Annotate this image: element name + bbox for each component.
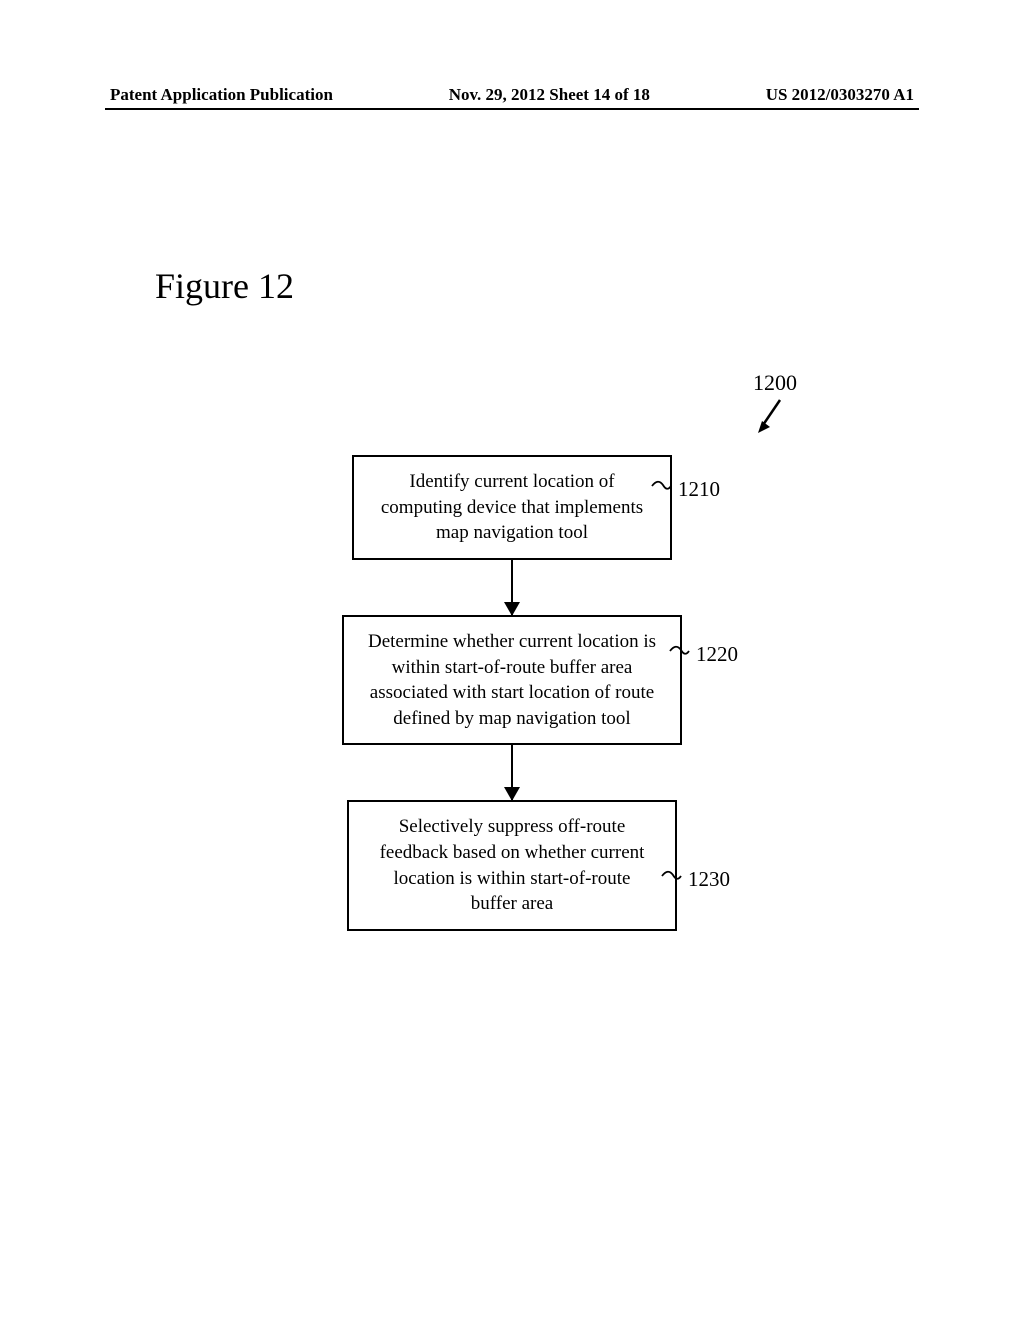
curve-connector-icon — [660, 865, 682, 893]
flowchart: Identify current location of computing d… — [342, 455, 682, 931]
label-2-text: 1220 — [696, 642, 738, 667]
box-label-1: 1210 — [650, 475, 720, 503]
curve-connector-icon — [668, 640, 690, 668]
header-right: US 2012/0303270 A1 — [766, 85, 914, 105]
diagram-arrow-icon — [755, 395, 785, 440]
flowchart-box-2: Determine whether current location is wi… — [342, 615, 682, 746]
flowchart-arrow-1 — [511, 560, 513, 615]
box-3-text: Selectively suppress off-route feedback … — [380, 816, 645, 914]
curve-connector-icon — [650, 475, 672, 503]
figure-title: Figure 12 — [155, 265, 294, 307]
diagram-number: 1200 — [753, 370, 797, 396]
box-label-3: 1230 — [660, 865, 730, 893]
page-header: Patent Application Publication Nov. 29, … — [0, 85, 1024, 105]
label-1-text: 1210 — [678, 477, 720, 502]
flowchart-box-1: Identify current location of computing d… — [352, 455, 672, 560]
box-label-2: 1220 — [668, 640, 738, 668]
flowchart-arrow-2 — [511, 745, 513, 800]
header-center: Nov. 29, 2012 Sheet 14 of 18 — [449, 85, 650, 105]
box-1-text: Identify current location of computing d… — [381, 471, 643, 543]
header-divider — [105, 108, 919, 110]
header-left: Patent Application Publication — [110, 85, 333, 105]
flowchart-box-3: Selectively suppress off-route feedback … — [347, 800, 677, 931]
label-3-text: 1230 — [688, 867, 730, 892]
box-2-text: Determine whether current location is wi… — [368, 631, 656, 729]
